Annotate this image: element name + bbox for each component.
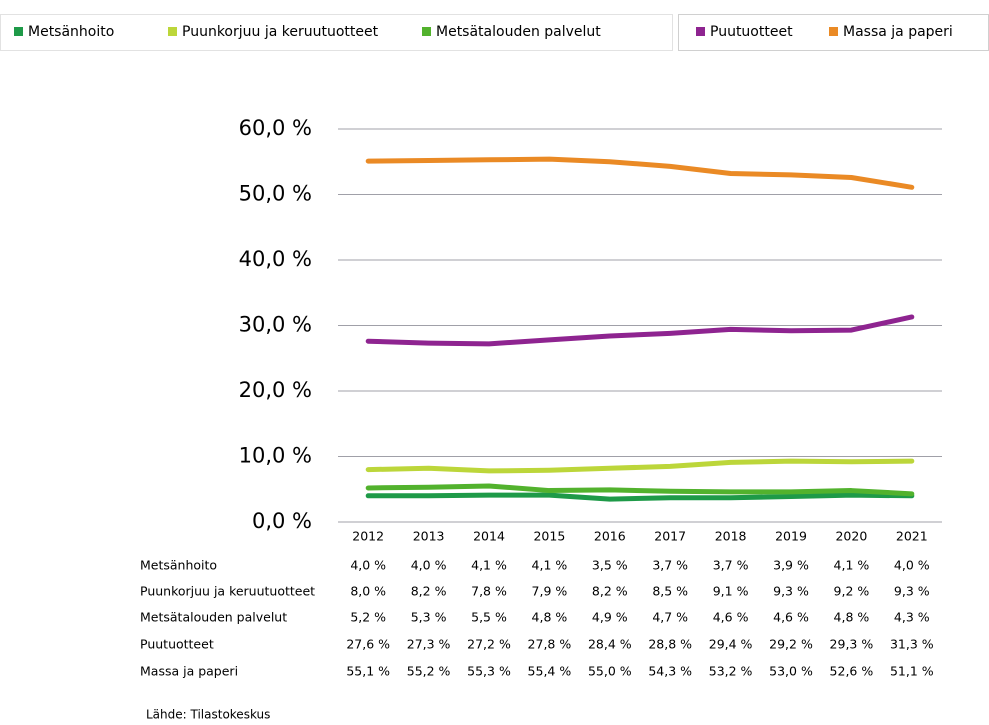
table-cell: 27,3 % — [407, 637, 451, 652]
table-cell: 4,0 % — [411, 558, 447, 573]
y-tick-label: 50,0 % — [239, 182, 312, 206]
table-cell: 52,6 % — [830, 664, 874, 679]
table-cell: 5,3 % — [411, 610, 447, 625]
legend-label: Metsänhoito — [28, 24, 114, 40]
table-cell: 4,6 % — [773, 610, 809, 625]
y-tick-label: 30,0 % — [239, 313, 312, 337]
table-cell: 55,3 % — [467, 664, 511, 679]
table-cell: 27,6 % — [346, 637, 390, 652]
table-cell: 3,5 % — [592, 558, 628, 573]
x-tick-label: 2014 — [473, 529, 505, 544]
legend-label: Massa ja paperi — [843, 24, 953, 40]
table-cell: 28,8 % — [648, 637, 692, 652]
x-tick-label: 2015 — [533, 529, 565, 544]
table-cell: 4,9 % — [592, 610, 628, 625]
table-cell: 5,5 % — [471, 610, 507, 625]
legend-swatch — [696, 27, 705, 36]
table-cell: 4,6 % — [713, 610, 749, 625]
table-cell: 3,9 % — [773, 558, 809, 573]
table-cell: 4,1 % — [532, 558, 568, 573]
table-cell: 9,3 % — [773, 584, 809, 599]
table-row-label: Metsätalouden palvelut — [140, 610, 287, 625]
table-cell: 4,7 % — [652, 610, 688, 625]
table-cell: 27,2 % — [467, 637, 511, 652]
table-cell: 55,2 % — [407, 664, 451, 679]
table-cell: 54,3 % — [648, 664, 692, 679]
table-cell: 31,3 % — [890, 637, 934, 652]
table-cell: 29,2 % — [769, 637, 813, 652]
legend-swatch — [14, 27, 23, 36]
table-cell: 4,1 % — [834, 558, 870, 573]
table-cell: 27,8 % — [528, 637, 572, 652]
x-tick-label: 2020 — [835, 529, 867, 544]
table-cell: 55,1 % — [346, 664, 390, 679]
table-cell: 9,2 % — [834, 584, 870, 599]
table-cell: 3,7 % — [713, 558, 749, 573]
x-tick-label: 2018 — [715, 529, 747, 544]
table-cell: 4,8 % — [532, 610, 568, 625]
source: Lähde: Tilastokeskus — [146, 708, 270, 722]
table-cell: 7,9 % — [532, 584, 568, 599]
y-tick-label: 40,0 % — [239, 247, 312, 271]
legend-swatch — [168, 27, 177, 36]
table-cell: 51,1 % — [890, 664, 934, 679]
table-cell: 29,3 % — [830, 637, 874, 652]
table-cell: 9,1 % — [713, 584, 749, 599]
table-cell: 8,2 % — [592, 584, 628, 599]
legend-label: Puunkorjuu ja keruutuotteet — [182, 24, 379, 40]
table-cell: 3,7 % — [652, 558, 688, 573]
table-cell: 4,0 % — [894, 558, 930, 573]
table-cell: 8,5 % — [652, 584, 688, 599]
table-cell: 4,3 % — [894, 610, 930, 625]
table-row-label: Metsänhoito — [140, 558, 217, 573]
table-cell: 7,8 % — [471, 584, 507, 599]
x-tick-label: 2019 — [775, 529, 807, 544]
line — [365, 483, 915, 497]
y-tick-label: 10,0 % — [239, 444, 312, 468]
table-cell: 4,8 % — [834, 610, 870, 625]
table-cell: 53,2 % — [709, 664, 753, 679]
line — [365, 314, 915, 347]
table-row-label: Massa ja paperi — [140, 664, 238, 679]
table-cell: 4,0 % — [350, 558, 386, 573]
line — [365, 492, 915, 502]
x-tick-label: 2017 — [654, 529, 686, 544]
legend-label: Metsätalouden palvelut — [436, 24, 601, 40]
table-cell: 8,0 % — [350, 584, 386, 599]
line — [365, 156, 915, 190]
table-cell: 9,3 % — [894, 584, 930, 599]
legend-label: Puutuotteet — [710, 24, 793, 40]
table-row-label: Puunkorjuu ja keruutuotteet — [140, 584, 315, 599]
y-tick-label: 60,0 % — [239, 116, 312, 140]
x-tick-label: 2012 — [352, 529, 384, 544]
table-cell: 55,4 % — [528, 664, 572, 679]
table-cell: 53,0 % — [769, 664, 813, 679]
y-tick-label: 20,0 % — [239, 378, 312, 402]
table-cell: 5,2 % — [350, 610, 386, 625]
legend-swatch — [829, 27, 838, 36]
table-cell: 8,2 % — [411, 584, 447, 599]
x-tick-label: 2013 — [413, 529, 445, 544]
table-cell: 28,4 % — [588, 637, 632, 652]
line — [365, 458, 915, 474]
legend-swatch — [422, 27, 431, 36]
table-row-label: Puutuotteet — [140, 637, 214, 652]
y-tick-label: 0,0 % — [252, 509, 312, 533]
table-cell: 55,0 % — [588, 664, 632, 679]
table-cell: 29,4 % — [709, 637, 753, 652]
x-tick-label: 2021 — [896, 529, 928, 544]
x-tick-label: 2016 — [594, 529, 626, 544]
table-cell: 4,1 % — [471, 558, 507, 573]
legend-box — [0, 14, 673, 51]
